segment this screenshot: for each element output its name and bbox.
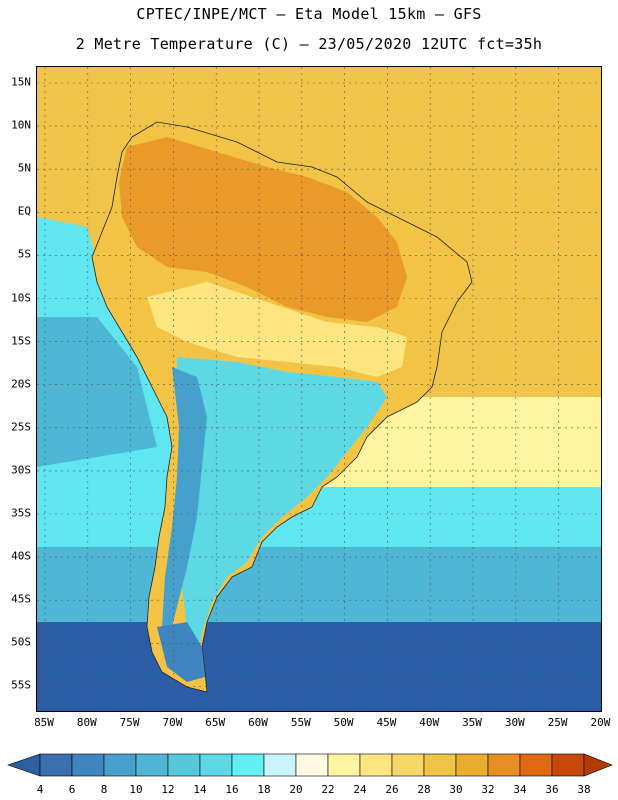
lat-label: 5N (17, 161, 31, 175)
ocean-deep-south (37, 622, 601, 711)
lon-label: 55W (290, 716, 311, 729)
colorbar-label: 8 (100, 783, 108, 796)
colorbar-label: 12 (161, 783, 175, 796)
southern-cool-region (177, 357, 387, 667)
lat-label: 45S (11, 592, 31, 606)
lon-label: 25W (547, 716, 568, 729)
colorbar-cell (519, 753, 553, 777)
lat-label: 5S (17, 247, 31, 261)
colorbar-cell (199, 753, 233, 777)
colorbar-cell (423, 753, 457, 777)
colorbar-label: 6 (68, 783, 76, 796)
colorbar-high-arrow (583, 753, 613, 777)
colorbar-label: 26 (385, 783, 399, 796)
colorbar-cell (295, 753, 329, 777)
colorbar-cell (103, 753, 137, 777)
lon-label: 30W (504, 716, 525, 729)
lon-label: 45W (376, 716, 397, 729)
lat-label: 50S (11, 635, 31, 649)
lon-label: 85W (34, 716, 54, 729)
lat-label: 10S (11, 291, 31, 304)
lon-label: 80W (76, 716, 97, 729)
colorbar-label: 14 (193, 783, 207, 796)
lat-label: 30S (11, 463, 31, 477)
colorbar-cell (551, 753, 585, 777)
lat-lon-grid (37, 67, 601, 711)
colorbar-label: 20 (289, 783, 303, 796)
colorbar-label: 22 (321, 783, 335, 796)
pacific-cold-core (37, 317, 157, 467)
colorbar-label: 4 (36, 783, 44, 796)
colorbar-label: 16 (225, 783, 239, 796)
lon-label: 40W (419, 716, 440, 729)
colorbar-cell (167, 753, 201, 777)
colorbar-cell (455, 753, 489, 777)
colorbar-label: 32 (481, 783, 495, 796)
lat-label: EQ (17, 204, 31, 218)
colorbar-cell (71, 753, 105, 777)
lon-label: 35W (462, 716, 482, 729)
colorbar-cell (263, 753, 297, 777)
colorbar-cell (391, 753, 425, 777)
lat-label: 35S (11, 506, 31, 520)
lat-label: 10N (11, 118, 31, 132)
lon-label: 20W (590, 716, 611, 729)
colorbar-label: 18 (257, 783, 271, 796)
colorbar-label: 38 (577, 783, 591, 796)
lat-label: 20S (11, 377, 31, 391)
lon-label: 50W (333, 716, 354, 729)
central-mild-region (147, 282, 407, 377)
lon-label: 65W (205, 716, 226, 729)
colorbar-label: 34 (513, 783, 527, 796)
patagonia-cold-region (157, 622, 205, 682)
colorbar-low-arrow (7, 753, 41, 777)
lat-label: 15N (11, 75, 31, 89)
colorbar-label: 30 (449, 783, 463, 796)
colorbar-cell (231, 753, 265, 777)
lon-label: 70W (162, 716, 183, 729)
lat-label: 40S (11, 549, 31, 563)
colorbar-cell (135, 753, 169, 777)
lon-label: 60W (248, 716, 268, 729)
colorbar (7, 753, 613, 777)
lat-label: 15S (11, 334, 31, 348)
colorbar-label: 28 (417, 783, 431, 796)
colorbar-cell (39, 753, 73, 777)
lat-label: 25S (11, 420, 31, 434)
lon-label: 75W (119, 716, 140, 729)
colorbar-label: 24 (353, 783, 367, 796)
ocean-mid (37, 487, 601, 557)
temperature-map (36, 66, 602, 712)
colorbar-label: 10 (129, 783, 143, 796)
lat-label: 55S (11, 678, 31, 692)
amazon-hot-region (119, 137, 407, 322)
colorbar-cell (487, 753, 521, 777)
colorbar-cell (359, 753, 393, 777)
colorbar-label: 36 (545, 783, 559, 796)
title-line-1: CPTEC/INPE/MCT – Eta Model 15km – GFS (136, 5, 482, 23)
colorbar-cell (327, 753, 361, 777)
map-canvas (37, 67, 601, 711)
title-line-2: 2 Metre Temperature (C) – 23/05/2020 12U… (75, 35, 543, 53)
ocean-south (37, 547, 601, 627)
